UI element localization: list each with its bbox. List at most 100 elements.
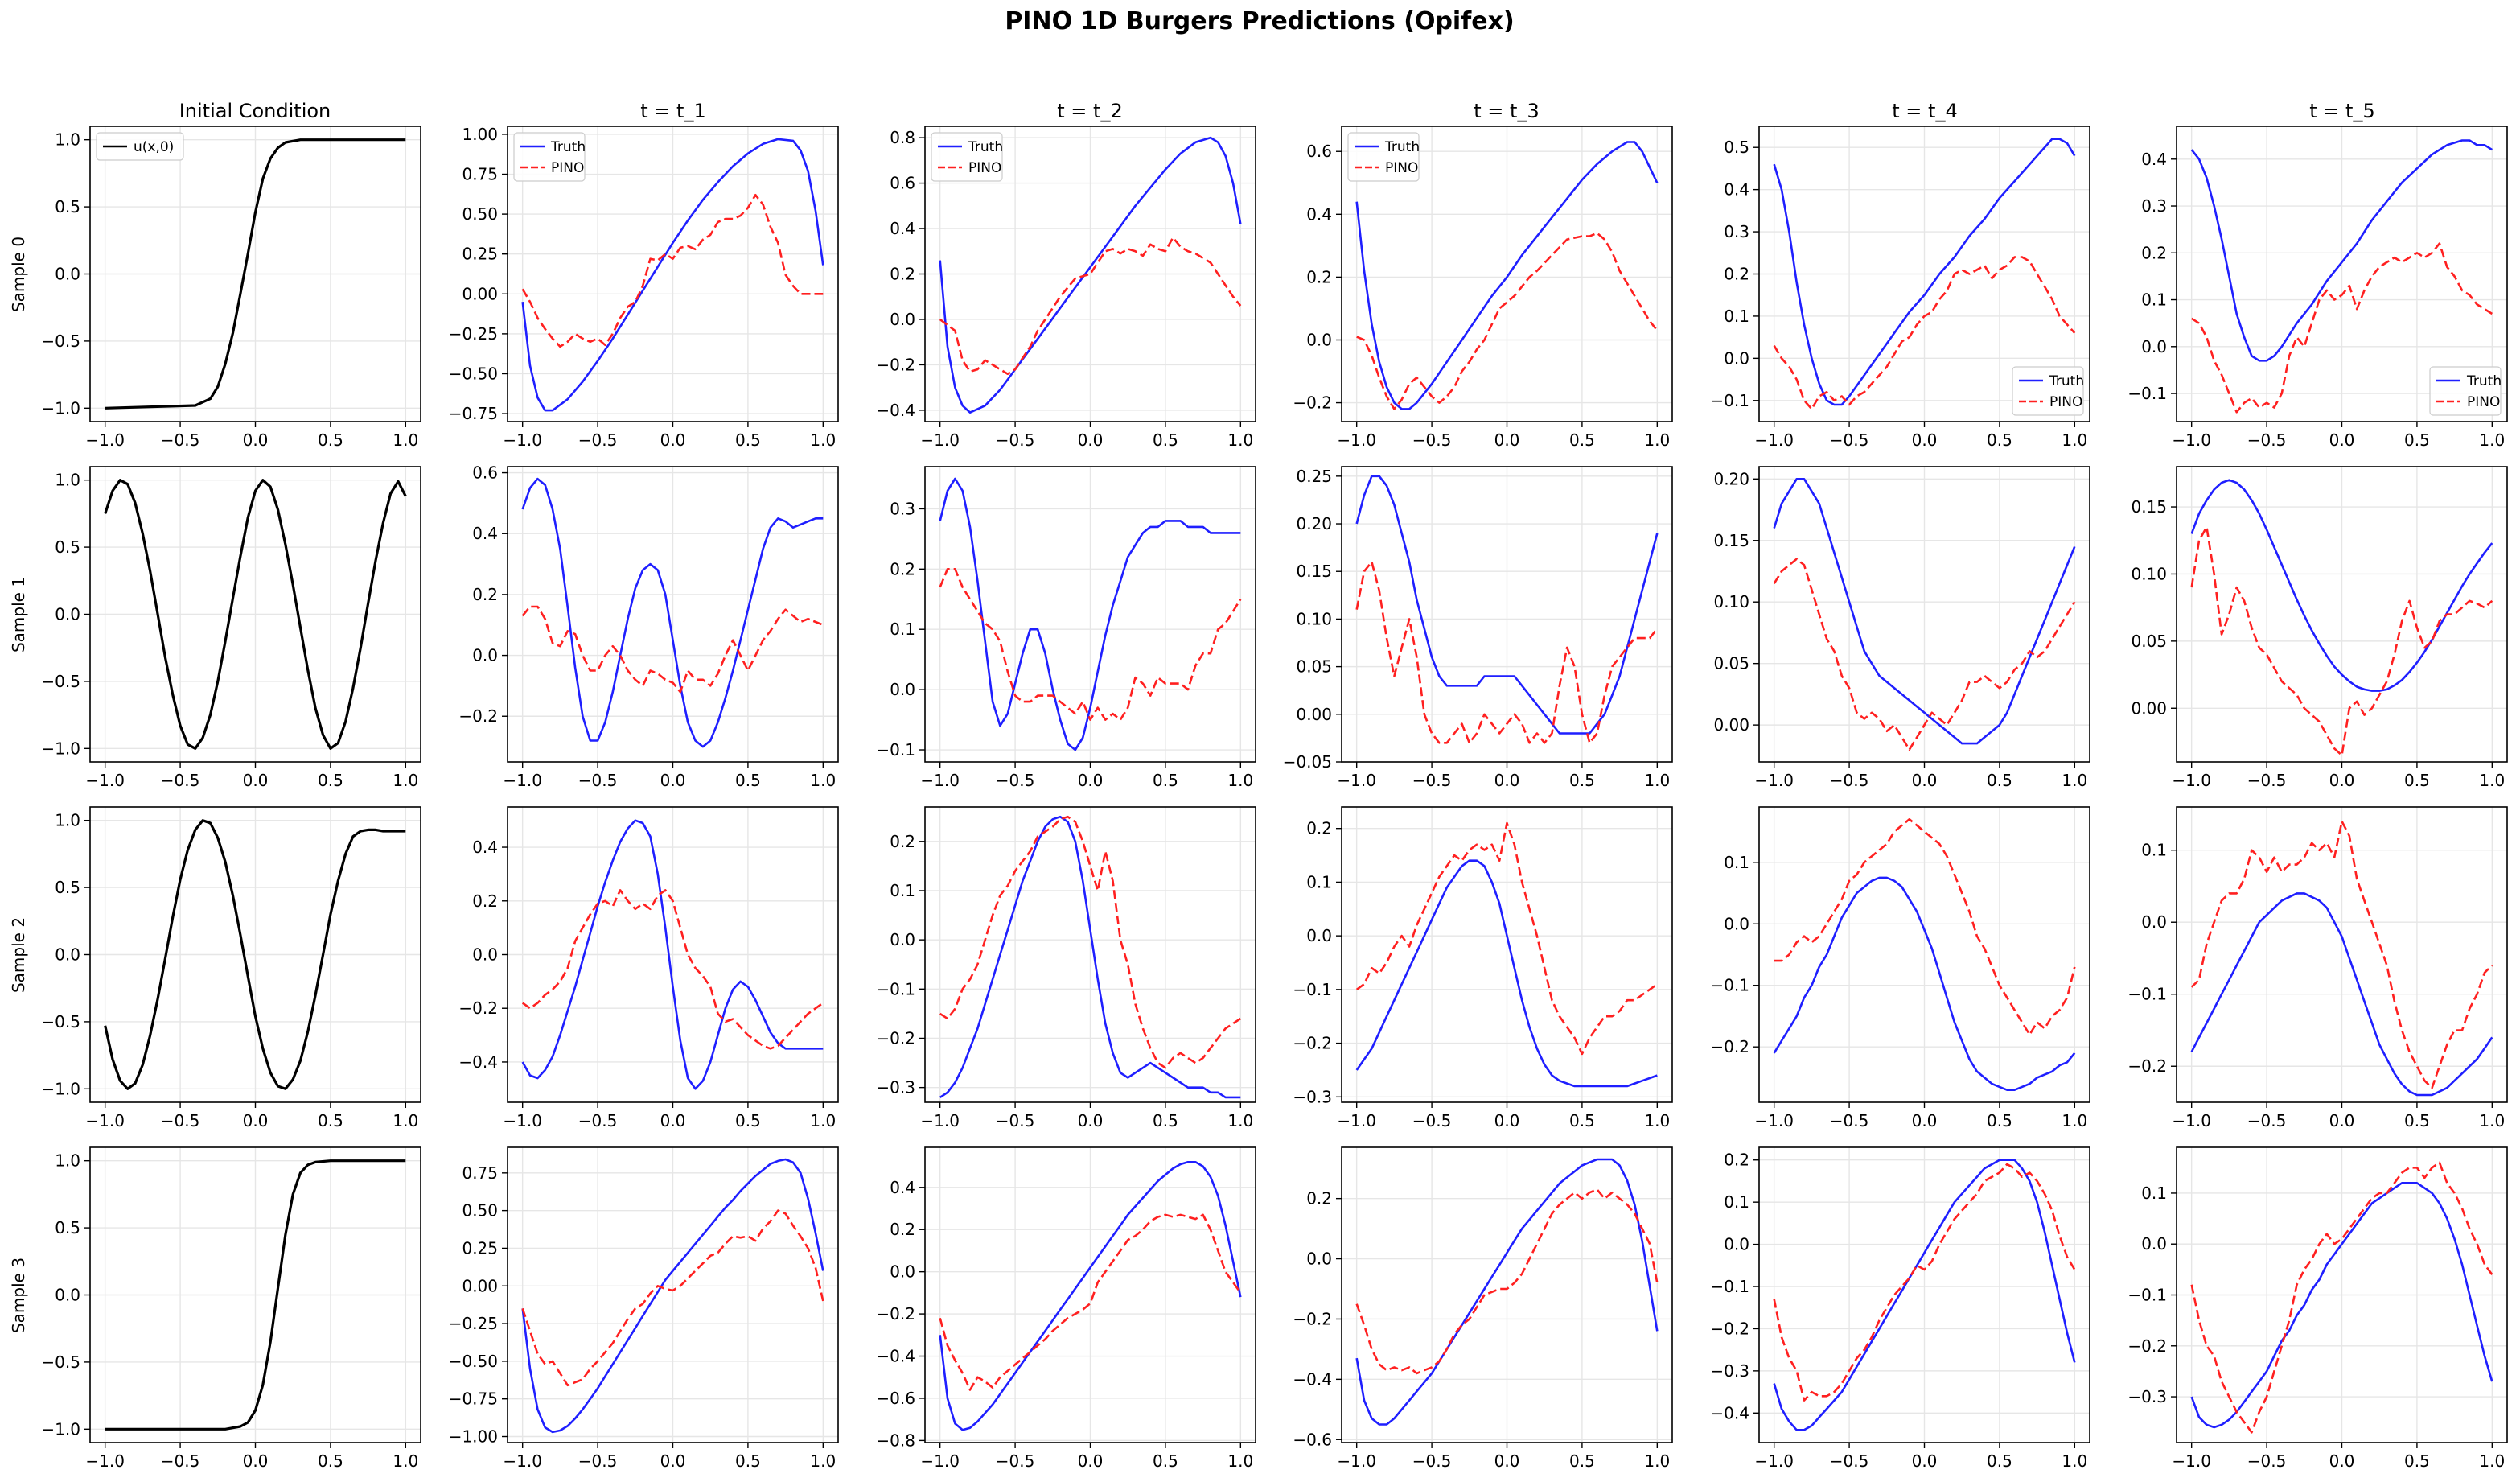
legend-label: u(x,0) bbox=[134, 139, 174, 155]
truth-line bbox=[521, 138, 824, 412]
panel-s3-t1: −1.0 −0.5 0.0 0.5 1.0 −1.00 −0.75 −0.50 −0.25 0.0… bbox=[449, 1146, 839, 1471]
y-tick-label: 1.0 bbox=[55, 130, 80, 150]
column-title-1: t = t_1 bbox=[640, 100, 705, 122]
truth-line bbox=[1773, 477, 2076, 745]
y-tick-label: 0.0 bbox=[2141, 1234, 2167, 1254]
y-tick-label: 0.2 bbox=[890, 1220, 915, 1239]
y-tick-label: −1.00 bbox=[449, 1427, 498, 1447]
truth-line bbox=[2190, 139, 2493, 362]
x-tick-label: −0.5 bbox=[578, 1451, 618, 1471]
x-tick-label: −0.5 bbox=[578, 771, 618, 790]
x-tick-label: 1.0 bbox=[2062, 430, 2087, 450]
y-tick-label: 0.4 bbox=[2141, 150, 2167, 169]
x-tick-label: 0.0 bbox=[660, 1451, 686, 1471]
panel-s1-t1: −1.0 −0.5 0.0 0.5 1.0 −0.2 0.0 0.2 0.4 0.6 bbox=[458, 463, 839, 790]
y-tick-label: 0.1 bbox=[2141, 1184, 2167, 1203]
y-tick-label: 0.05 bbox=[2131, 632, 2167, 651]
y-tick-label: −0.1 bbox=[2127, 384, 2167, 403]
y-tick-label: 1.0 bbox=[55, 1151, 80, 1171]
x-tick-label: −1.0 bbox=[1754, 771, 1794, 790]
legend-box bbox=[1347, 132, 1420, 182]
y-tick-label: 0.0 bbox=[472, 646, 498, 665]
x-tick-label: 0.0 bbox=[1494, 1111, 1520, 1130]
panel-grid: −1.0 −0.5 0.0 0.5 1.0 −1.0 −0.5 0.0 0.5 1.0 u(x,0)… bbox=[41, 125, 2508, 1471]
x-tick-label: 0.0 bbox=[243, 1111, 269, 1130]
y-tick-label: −0.2 bbox=[2127, 1336, 2167, 1356]
x-tick-label: −0.5 bbox=[1830, 430, 1869, 450]
panel-s0-t4: −1.0 −0.5 0.0 0.5 1.0 −0.1 0.0 0.1 0.2 0.3 0.4 0.5 T… bbox=[1710, 126, 2090, 450]
x-tick-label: 1.0 bbox=[2062, 771, 2087, 790]
x-tick-label: 0.5 bbox=[1987, 430, 2012, 450]
x-tick-label: 1.0 bbox=[2062, 1451, 2087, 1471]
x-tick-label: 0.5 bbox=[1153, 430, 1178, 450]
x-tick-label: −1.0 bbox=[2172, 771, 2211, 790]
legend-box bbox=[2429, 366, 2502, 416]
y-tick-label: 0.00 bbox=[2131, 698, 2167, 718]
y-tick-label: 0.0 bbox=[55, 605, 80, 624]
y-tick-label: 1.0 bbox=[55, 811, 80, 830]
x-tick-label: 0.5 bbox=[1987, 1451, 2012, 1471]
panel-s0-t3: −1.0 −0.5 0.0 0.5 1.0 −0.2 0.0 0.2 0.4 0.6 Truth PI… bbox=[1293, 126, 1673, 450]
x-tick-label: −0.5 bbox=[2247, 1111, 2287, 1130]
x-tick-label: 0.5 bbox=[735, 430, 761, 450]
x-tick-label: −0.5 bbox=[1412, 1451, 1452, 1471]
x-tick-label: −0.5 bbox=[996, 1111, 1035, 1130]
legend-box bbox=[513, 132, 586, 182]
pino-line bbox=[521, 194, 824, 348]
pino-line bbox=[2191, 242, 2493, 414]
legend-box bbox=[931, 132, 1003, 182]
panel-s0-ic: −1.0 −0.5 0.0 0.5 1.0 −1.0 −0.5 0.0 0.5 1.0 u(x,0) bbox=[41, 126, 421, 450]
x-tick-label: −1.0 bbox=[85, 771, 125, 790]
x-tick-label: −1.0 bbox=[2172, 1451, 2211, 1471]
y-tick-label: 0.1 bbox=[890, 620, 915, 639]
x-tick-label: 0.5 bbox=[1987, 771, 2012, 790]
y-tick-label: −0.3 bbox=[2127, 1387, 2167, 1406]
x-tick-label: 0.5 bbox=[1569, 1451, 1595, 1471]
y-tick-label: −0.50 bbox=[449, 1352, 498, 1371]
y-tick-label: −0.75 bbox=[449, 1389, 498, 1409]
legend-label: Truth bbox=[2466, 373, 2502, 389]
initial-condition-line bbox=[105, 1159, 406, 1431]
y-tick-label: 1.00 bbox=[462, 125, 498, 144]
y-tick-label: 0.00 bbox=[462, 1276, 498, 1295]
y-tick-label: −0.1 bbox=[1293, 980, 1332, 999]
truth-line bbox=[2190, 1182, 2493, 1429]
x-tick-label: 1.0 bbox=[1227, 771, 1253, 790]
y-tick-label: −0.5 bbox=[41, 331, 80, 351]
legend-label: PINO bbox=[968, 160, 1001, 176]
column-title-4: t = t_4 bbox=[1892, 100, 1957, 122]
x-tick-label: 0.5 bbox=[735, 1451, 761, 1471]
x-tick-label: −1.0 bbox=[920, 771, 960, 790]
y-tick-label: −0.1 bbox=[1710, 976, 1749, 995]
legend-label: Truth bbox=[550, 139, 586, 155]
y-tick-label: 0.1 bbox=[2141, 841, 2167, 860]
x-tick-label: 1.0 bbox=[1227, 1451, 1253, 1471]
truth-line bbox=[939, 1161, 1242, 1431]
truth-line bbox=[1355, 859, 1658, 1088]
x-tick-label: 0.0 bbox=[1912, 430, 1938, 450]
x-tick-label: −0.5 bbox=[2247, 1451, 2287, 1471]
x-tick-label: 0.5 bbox=[735, 1111, 761, 1130]
x-tick-label: 0.5 bbox=[2404, 771, 2430, 790]
truth-line bbox=[939, 815, 1241, 1099]
y-tick-label: 0.25 bbox=[1296, 467, 1332, 486]
y-tick-label: −0.05 bbox=[1283, 752, 1332, 772]
pino-line bbox=[939, 567, 1242, 721]
x-tick-label: 1.0 bbox=[393, 771, 418, 790]
truth-line bbox=[1355, 141, 1659, 410]
x-tick-label: 0.5 bbox=[318, 1111, 343, 1130]
legend-label: PINO bbox=[2467, 394, 2500, 410]
y-tick-label: −0.3 bbox=[876, 1078, 915, 1097]
y-tick-label: 0.2 bbox=[472, 585, 498, 604]
y-tick-label: −0.2 bbox=[876, 1304, 915, 1324]
x-tick-label: 0.5 bbox=[2404, 1111, 2430, 1130]
y-tick-label: −0.5 bbox=[41, 672, 80, 691]
panel-s1-t4: −1.0 −0.5 0.0 0.5 1.0 0.00 0.05 0.10 0.15 0.20 bbox=[1713, 466, 2090, 790]
y-tick-label: 0.0 bbox=[1724, 914, 1749, 933]
y-tick-label: 0.2 bbox=[1724, 1151, 1749, 1170]
x-tick-label: 0.0 bbox=[1078, 1111, 1104, 1130]
column-title-5: t = t_5 bbox=[2309, 100, 2374, 122]
y-tick-label: 0.20 bbox=[1713, 469, 1749, 488]
pino-line bbox=[1356, 232, 1659, 410]
truth-line bbox=[939, 136, 1242, 414]
